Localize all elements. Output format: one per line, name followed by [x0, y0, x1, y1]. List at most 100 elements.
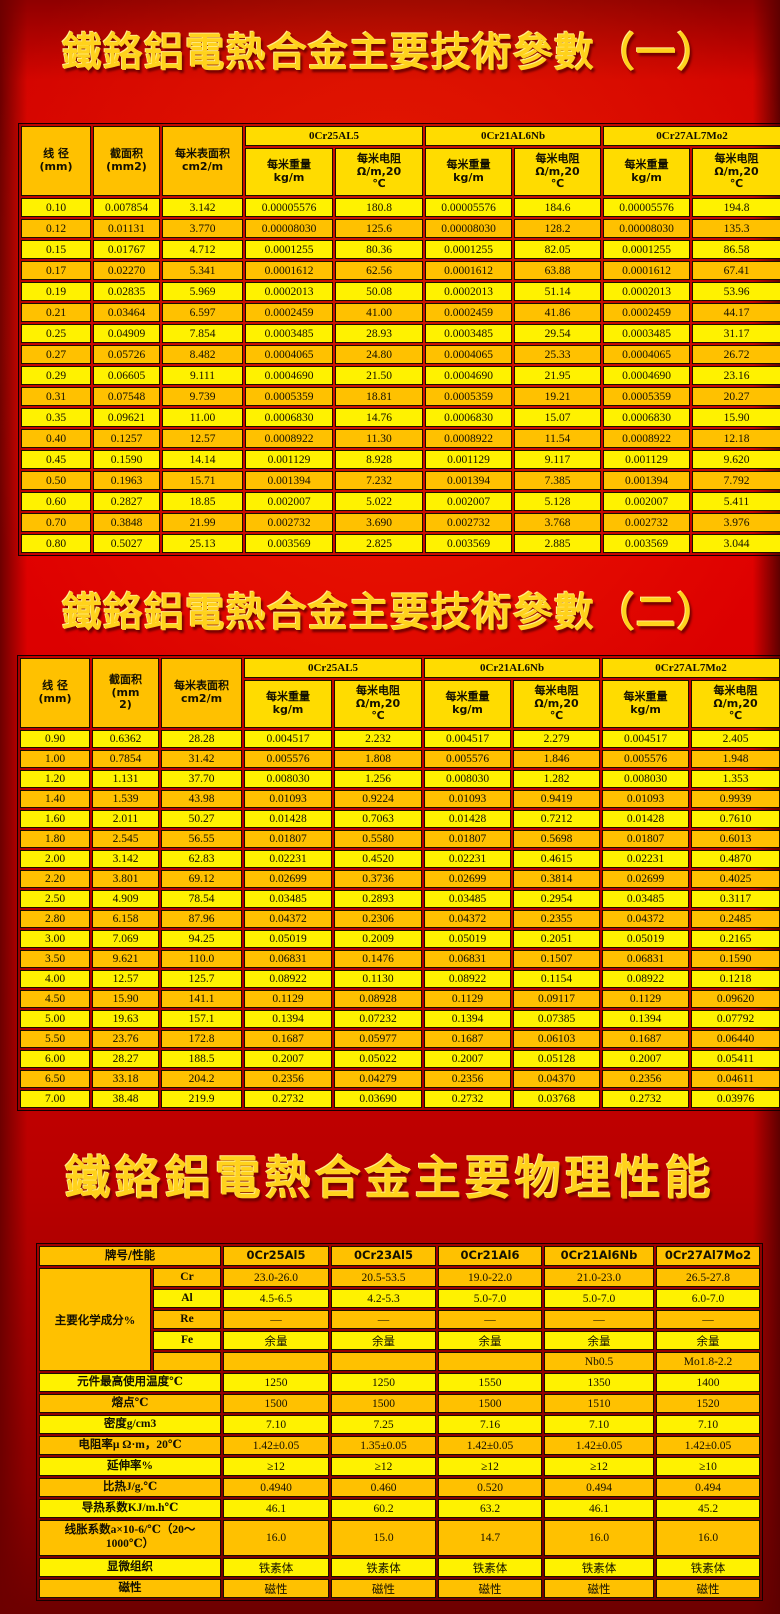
header-resistance: 每米电阻 Ω/m,20 ℃: [691, 680, 780, 728]
table-cell: 0.02835: [93, 282, 160, 301]
table-cell: 194.8: [692, 198, 780, 217]
table-cell: 5.0-7.0: [544, 1289, 655, 1308]
table-cell: 5.022: [335, 492, 424, 511]
table-cell: 0.70: [21, 513, 91, 532]
page-title-parameters-2: 鐵鉻鋁電熱合金主要技術參數（二）: [62, 589, 718, 636]
table-cell: 0.0002459: [425, 303, 513, 322]
table-cell: 1510: [544, 1394, 655, 1413]
table-row: 1.60 2.011 50.27 0.01428 0.7063 0.01428 0.7212…: [20, 810, 780, 828]
table-cell: 0.002007: [245, 492, 333, 511]
table-cell: 6.597: [162, 303, 243, 322]
property-label: 线胀系数a×10-6/℃（20～ 1000℃）: [39, 1520, 222, 1556]
table-cell: 2.545: [92, 830, 159, 848]
table-row: 0.25 0.04909 7.854 0.0003485 28.93 0.0003485 2…: [21, 324, 780, 343]
table-row: 1.80 2.545 56.55 0.01807 0.5580 0.01807 0.5698…: [20, 830, 780, 848]
table-cell: 7.232: [335, 471, 424, 490]
table-cell: 0.5027: [93, 534, 160, 553]
table-cell: 0.0001612: [245, 261, 333, 280]
header-area: 截面积 (mm2): [93, 126, 160, 196]
table-cell: 2.885: [514, 534, 602, 553]
table-cell: 188.5: [161, 1050, 242, 1068]
table-cell: Al: [153, 1289, 222, 1308]
table-row: Fe 余量 余量 余量 余量 余量: [39, 1331, 761, 1350]
table-cell: 0.9939: [691, 790, 780, 808]
table-row: 线胀系数a×10-6/℃（20～ 1000℃） 16.0 15.0 14.7 16.0 1…: [39, 1520, 761, 1556]
table-cell: 0.1687: [244, 1030, 332, 1048]
header-weight: 每米重量 kg/m: [244, 680, 332, 728]
table-cell: 0.1394: [244, 1010, 332, 1028]
table-cell: 0.09621: [93, 408, 160, 427]
table-cell: 0.0001255: [603, 240, 691, 259]
table-cell: 56.55: [161, 830, 242, 848]
table-cell: 0.2355: [513, 910, 601, 928]
table-cell: 0.2356: [602, 1070, 690, 1088]
header-weight: 每米重量 kg/m: [602, 680, 690, 728]
chem-composition-label: 主要化学成分%: [39, 1268, 151, 1371]
table-cell: 0.06831: [602, 950, 690, 968]
table-cell: 0.1129: [424, 990, 512, 1008]
table-cell: 0.0001255: [245, 240, 333, 259]
table-cell: 19.21: [514, 387, 602, 406]
table-cell: 0.2051: [513, 930, 601, 948]
table-cell: 7.385: [514, 471, 602, 490]
table-cell: 7.069: [92, 930, 159, 948]
table-cell: 12.18: [692, 429, 780, 448]
table-subheader-row: 每米重量 kg/m 每米电阻 Ω/m,20 ℃ 每米重量 kg/m 每米电阻 Ω…: [21, 148, 780, 196]
table-cell: 0.0004690: [245, 366, 333, 385]
table-cell: 0.2827: [93, 492, 160, 511]
table-row: Re — — — — —: [39, 1310, 761, 1329]
table-cell: 0.2356: [424, 1070, 512, 1088]
table-cell: 0.003569: [245, 534, 333, 553]
table-cell: 82.05: [514, 240, 602, 259]
table-cell: 0.90: [20, 730, 90, 748]
table-row: 密度g/cm3 7.10 7.25 7.16 7.10 7.10: [39, 1415, 761, 1434]
table-cell: 0.2306: [334, 910, 423, 928]
table-cell: 15.90: [692, 408, 780, 427]
table-cell: 0.02699: [602, 870, 690, 888]
table-cell: 0.08922: [602, 970, 690, 988]
table-cell: 24.80: [335, 345, 424, 364]
parameters-table-1: 线 径 (mm) 截面积 (mm2) 每米表面积 cm2/m 0Cr25AL5 …: [18, 123, 780, 556]
table-cell: 0.008030: [424, 770, 512, 788]
header-area: 截面积 (mm 2): [92, 658, 159, 728]
table-cell: 4.5-6.5: [223, 1289, 330, 1308]
header-diameter: 线 径 (mm): [21, 126, 91, 196]
table-cell: 余量: [656, 1331, 761, 1350]
table-cell: 3.142: [92, 850, 159, 868]
table-cell: 0.03464: [93, 303, 160, 322]
table-row: 0.31 0.07548 9.739 0.0005359 18.81 0.0005359 1…: [21, 387, 780, 406]
table-cell: 1350: [544, 1373, 655, 1392]
table-cell: 0.03768: [513, 1090, 601, 1108]
table-cell: 3.770: [162, 219, 243, 238]
table-cell: 3.976: [692, 513, 780, 532]
table-cell: 94.25: [161, 930, 242, 948]
table-cell: 1.256: [334, 770, 423, 788]
table-cell: 0.1130: [334, 970, 423, 988]
table-cell: 26.5-27.8: [656, 1268, 761, 1287]
table-row: 比热J/g.℃ 0.4940 0.460 0.520 0.494 0.494: [39, 1478, 761, 1497]
table-cell: 0.0003485: [425, 324, 513, 343]
table-cell: 1250: [331, 1373, 437, 1392]
property-label: 磁性: [39, 1579, 222, 1598]
table-cell: 1520: [656, 1394, 761, 1413]
table-cell: 1.35±0.05: [331, 1436, 437, 1455]
table-row: 电阻率μ Ω·m，20℃ 1.42±0.05 1.35±0.05 1.42±0.05 1…: [39, 1436, 761, 1455]
table-cell: 0.2007: [424, 1050, 512, 1068]
table-cell: 0.6362: [92, 730, 159, 748]
table-cell: 2.405: [691, 730, 780, 748]
table-cell: 18.81: [335, 387, 424, 406]
table-cell: 7.16: [438, 1415, 543, 1434]
table-cell: 141.1: [161, 990, 242, 1008]
table-row: 6.50 33.18 204.2 0.2356 0.04279 0.2356 0.04370…: [20, 1070, 780, 1088]
table-cell: 0.0002459: [603, 303, 691, 322]
table-cell: 铁素体: [438, 1558, 543, 1577]
table-cell: 0.005576: [244, 750, 332, 768]
table-cell: 46.1: [223, 1499, 330, 1518]
table-cell: 1.539: [92, 790, 159, 808]
table-row: 2.20 3.801 69.12 0.02699 0.3736 0.02699 0.3814…: [20, 870, 780, 888]
table-cell: 1.42±0.05: [438, 1436, 543, 1455]
table-row: 7.00 38.48 219.9 0.2732 0.03690 0.2732 0.03768…: [20, 1090, 780, 1108]
table-cell: 0.0004065: [603, 345, 691, 364]
table-cell: 0.05411: [691, 1050, 780, 1068]
table-cell: 0.2485: [691, 910, 780, 928]
